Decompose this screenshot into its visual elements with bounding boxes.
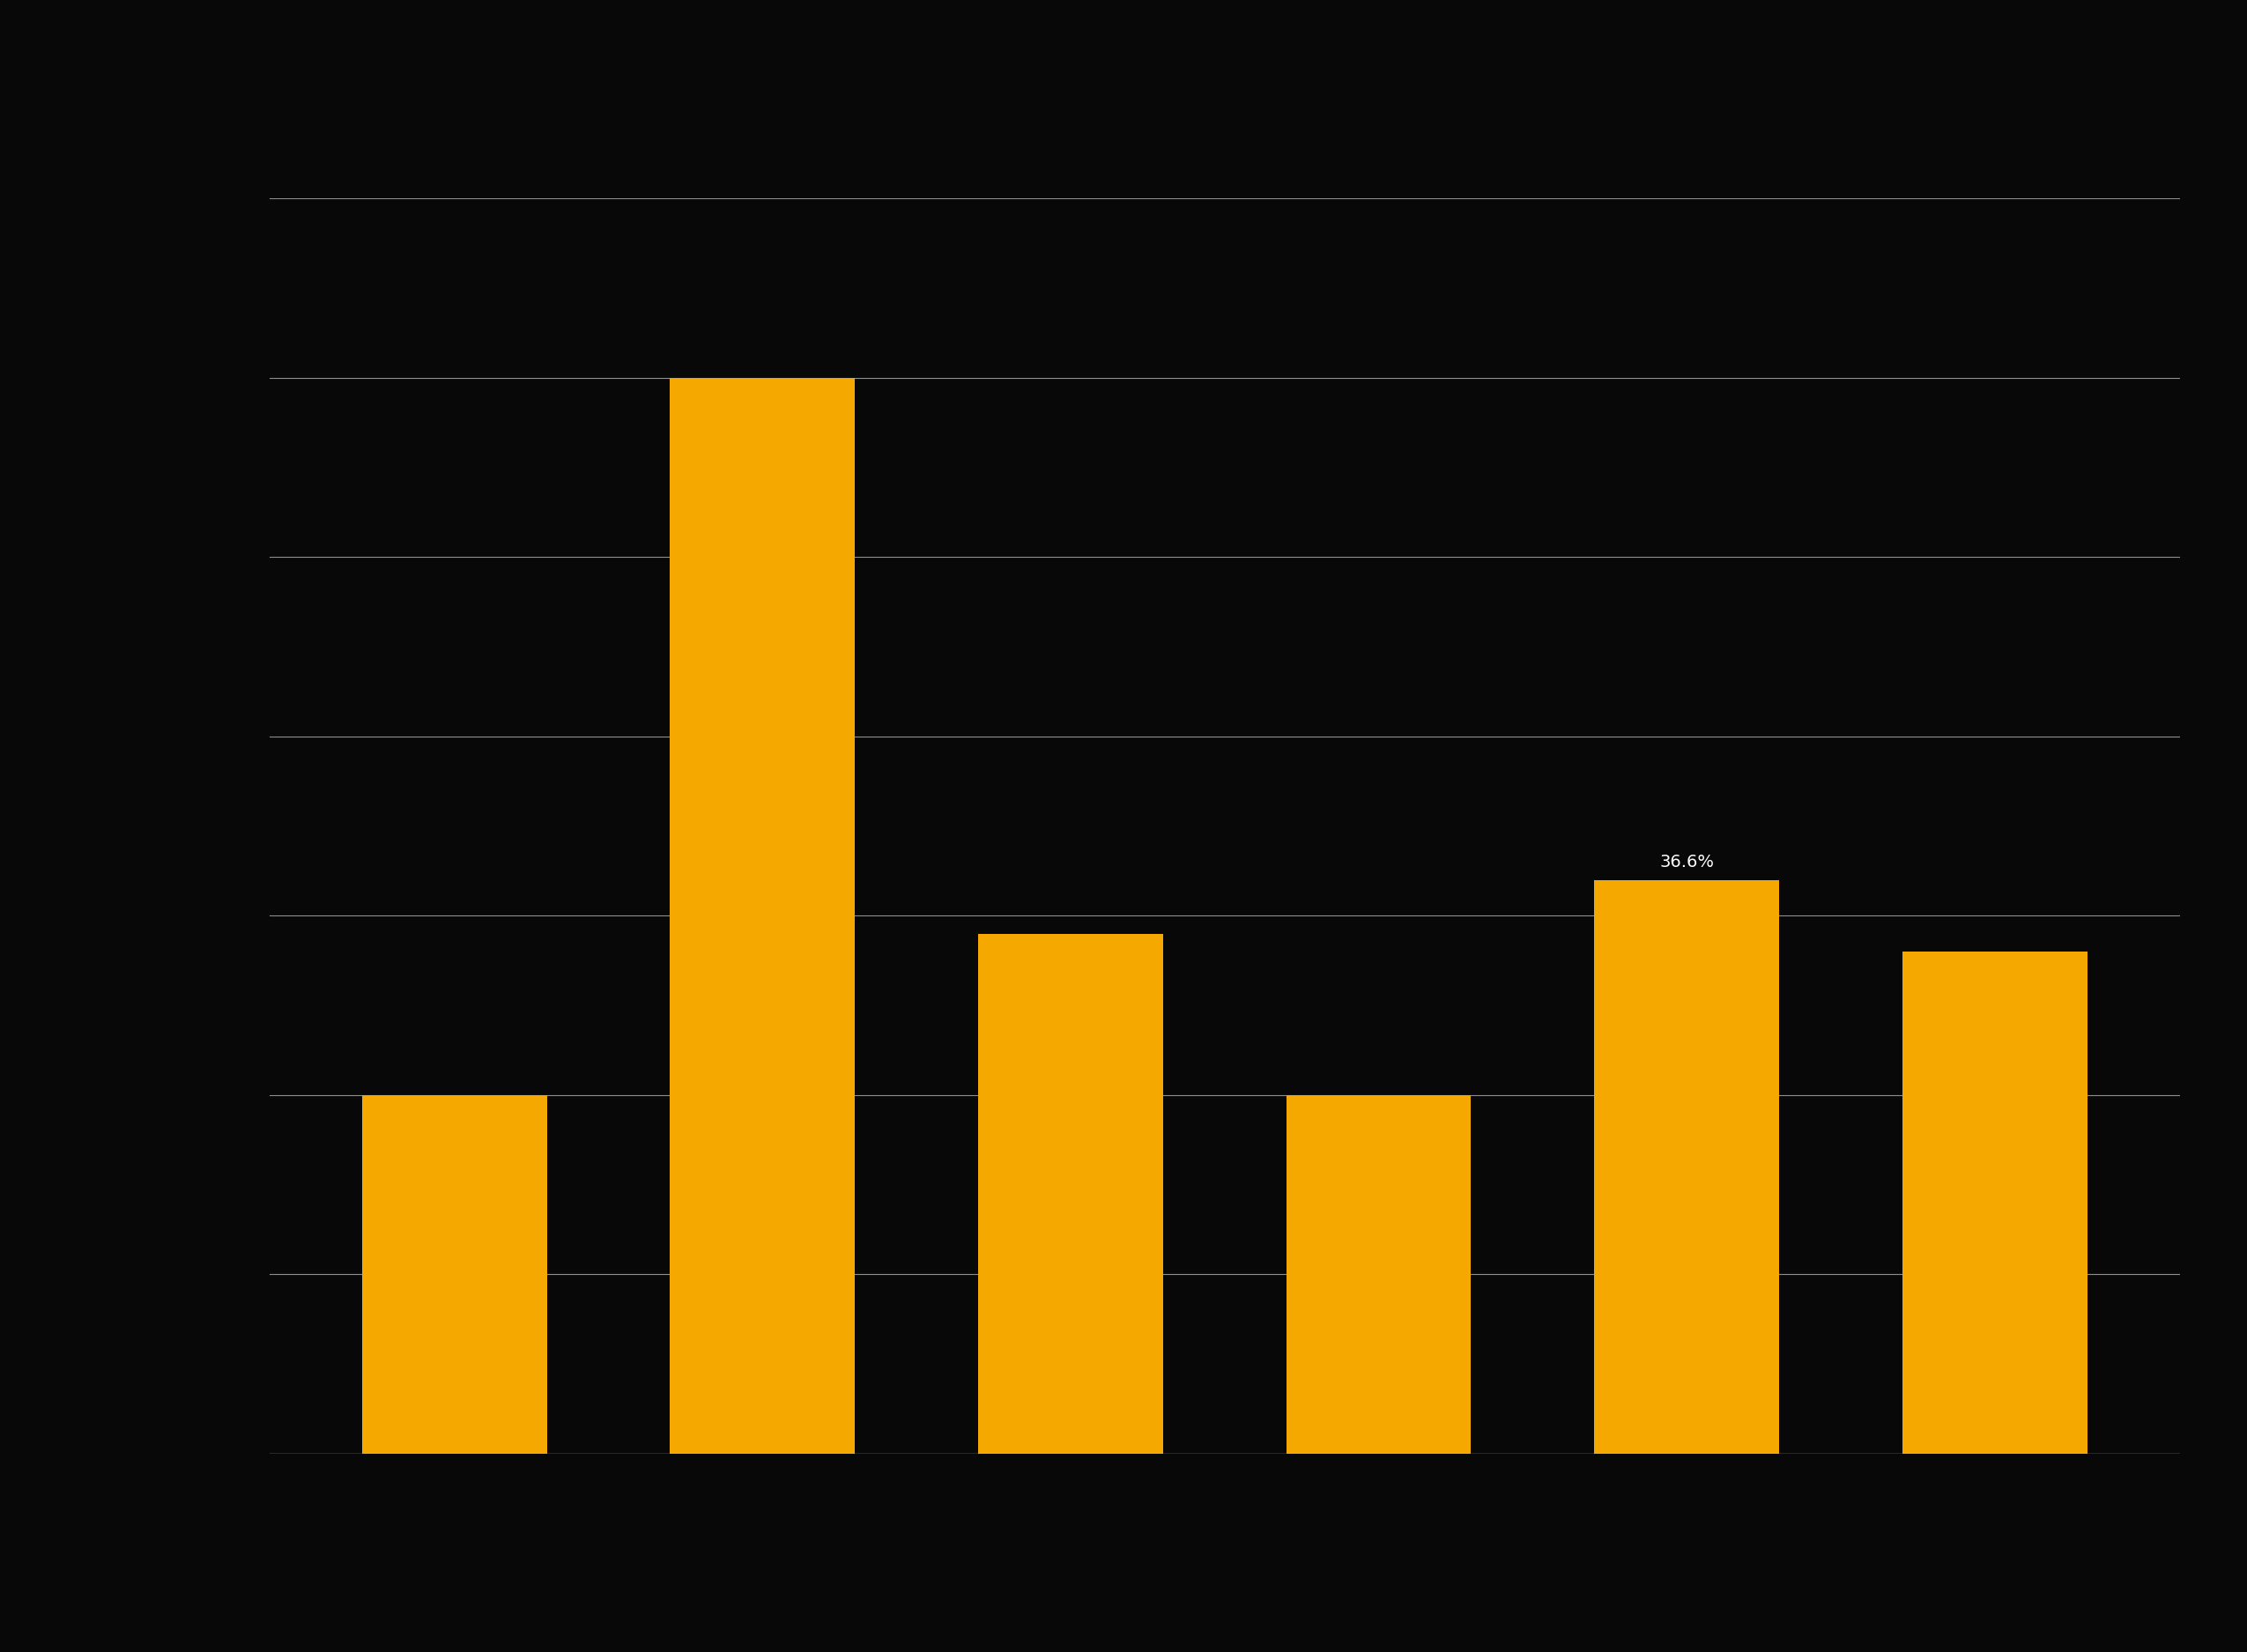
Bar — [1903, 952, 2087, 1454]
Bar — [362, 1095, 546, 1454]
Bar — [1285, 1095, 1472, 1454]
Text: 36.6%: 36.6% — [1658, 854, 1714, 871]
Bar — [1595, 881, 1780, 1454]
Bar — [670, 378, 854, 1454]
Bar — [977, 933, 1164, 1454]
